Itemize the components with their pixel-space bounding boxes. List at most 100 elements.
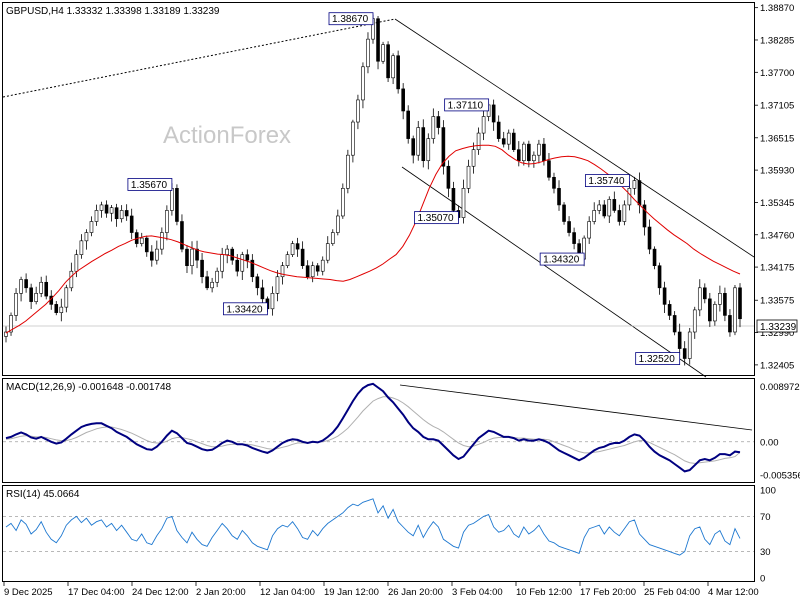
time-tick-label: 10 Feb 12:00 (516, 587, 572, 598)
candle-body (124, 210, 129, 217)
candle-body (491, 104, 496, 123)
candle-body (421, 127, 426, 162)
candle-body (79, 240, 84, 255)
candle-body (381, 44, 385, 62)
candle-body (652, 248, 657, 266)
annotation-box (414, 211, 459, 225)
candle-body (728, 315, 732, 333)
candle-body (44, 281, 49, 297)
macd-signal-line (5, 396, 741, 464)
candle-body (446, 165, 451, 189)
time-tick-label: 9 Dec 2025 (4, 587, 53, 598)
candle-body (4, 331, 8, 337)
candle-body (180, 221, 184, 250)
time-tick-label: 19 Jan 12:00 (324, 587, 379, 598)
candle-body (155, 248, 159, 261)
rsi-tick-label: 100 (760, 486, 776, 497)
candle-body (220, 254, 224, 272)
candle-body (255, 276, 260, 289)
candles (4, 14, 742, 366)
time-tick-label: 25 Feb 04:00 (644, 587, 700, 598)
candle-body (165, 210, 169, 233)
candle-body (466, 165, 471, 189)
candle-body (290, 243, 295, 255)
annotation-label: 1.37110 (448, 100, 484, 111)
candle-body (129, 215, 134, 233)
candle-body (19, 279, 23, 294)
candle-body (597, 204, 602, 211)
candle-body (662, 287, 667, 305)
current-price-tag (756, 319, 798, 333)
candle-body (250, 259, 255, 278)
candle-body (94, 210, 99, 222)
candle-body (160, 232, 164, 250)
candle-body (205, 276, 209, 289)
annotation-box (223, 302, 268, 316)
candle-body (336, 215, 340, 233)
candle-body (708, 298, 712, 322)
price-tick-label: 1.33575 (760, 296, 794, 307)
candle-body (481, 116, 486, 134)
candle-body (34, 293, 38, 302)
rsi-tick-label: 30 (760, 547, 771, 558)
channel-upper-trendline (394, 18, 755, 258)
candle-body (175, 188, 179, 222)
candle-body (270, 293, 275, 310)
candle-body (391, 55, 395, 79)
candle-body (572, 232, 576, 244)
candle-body (723, 293, 727, 316)
candle-body (692, 309, 697, 333)
candle-body (471, 149, 476, 167)
current-price-text: 1.33239 (760, 322, 797, 333)
candle-body (617, 210, 622, 222)
price-tick-label: 1.37105 (760, 101, 794, 112)
candle-body (200, 259, 204, 278)
candle-body (632, 180, 637, 189)
rsi-title: RSI(14) 45.0664 (6, 489, 80, 500)
annotation-label: 1.38670 (332, 14, 369, 25)
candle-body (426, 138, 431, 162)
candle-body (592, 210, 597, 222)
candle-body (356, 99, 360, 123)
macd-trendline (399, 384, 753, 431)
macd-layer: 0.008972 0.00 -0.005356 (3, 382, 800, 481)
candle-body (642, 204, 647, 228)
time-tick-label: 12 Jan 04:00 (260, 587, 315, 598)
candle-body (305, 265, 310, 278)
time-tick-label: 17 Feb 20:00 (580, 587, 636, 598)
candle-body (240, 254, 245, 272)
price-tick-label: 1.35930 (760, 166, 794, 177)
candle-body (295, 243, 300, 250)
rsi-tick-label: 0 (760, 574, 765, 585)
annotation-label: 1.34320 (543, 255, 580, 266)
candle-body (562, 204, 566, 222)
candle-body (537, 143, 541, 156)
price-tick-label: 1.36515 (760, 133, 794, 144)
time-tick-label: 3 Feb 04:00 (452, 587, 503, 598)
candle-body (235, 259, 240, 272)
price-tick-label: 1.37700 (760, 68, 794, 79)
price-tick-label: 1.32990 (760, 328, 794, 339)
candle-body (647, 226, 652, 250)
candle-body (330, 232, 335, 244)
price-tick-label: 1.34175 (760, 263, 794, 274)
annotation-box (127, 178, 173, 191)
candle-body (416, 127, 421, 156)
candle-body (511, 132, 516, 150)
candle-body (104, 204, 109, 214)
rsi-tick-label: 70 (760, 512, 771, 523)
candle-body (109, 207, 114, 214)
candle-body (215, 270, 219, 283)
price-tick-label: 1.34760 (760, 230, 794, 241)
annotation-label: 1.35670 (131, 180, 168, 191)
candle-body (431, 116, 436, 139)
macd-tick-label: 0.008972 (760, 382, 800, 393)
candle-body (24, 279, 28, 289)
chart-title: GBPUSD,H4 1.33332 1.33398 1.33189 1.3323… (6, 6, 220, 17)
candle-body (376, 18, 380, 62)
candle-body (185, 248, 189, 266)
price-annotation: 1.37110 (444, 98, 490, 111)
candle-body (346, 154, 350, 189)
